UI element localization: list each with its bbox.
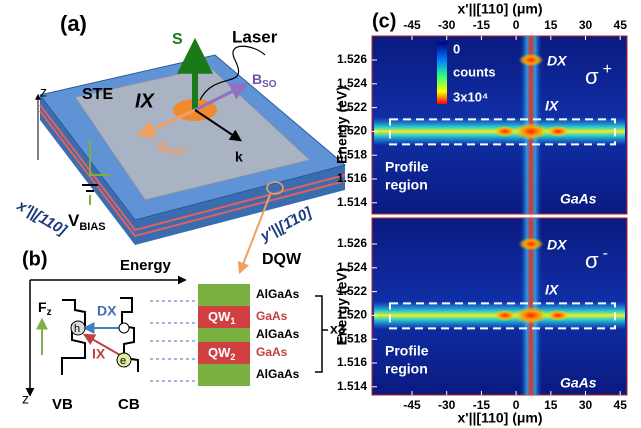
y-tick-label: 1.526 — [337, 52, 367, 66]
barrier — [198, 364, 250, 386]
z-label: z — [22, 391, 29, 407]
y-tick-label: 1.514 — [337, 379, 367, 393]
k-label: k — [235, 149, 243, 165]
ste-label: STE — [82, 86, 113, 103]
gaas-label: GaAs — [560, 191, 597, 207]
valence-band — [62, 300, 85, 375]
region-label: region — [385, 361, 428, 377]
x-tick-label: 30 — [579, 398, 593, 412]
panel-b: (b) Energy z Fz DX IX h e VB CB QW1 QW2 … — [22, 248, 346, 413]
dx-label: DX — [547, 237, 568, 253]
x-title: x'||[110] (μm) — [457, 1, 542, 17]
layer-label: AlGaAs — [256, 287, 300, 301]
gaas-label: GaAs — [560, 375, 597, 391]
electron-dx — [119, 323, 129, 333]
x-tick-label: -30 — [438, 398, 456, 412]
bso-label: BSO — [252, 71, 277, 90]
x-tick-label: 0 — [513, 18, 520, 32]
panel-label: (b) — [22, 248, 48, 270]
colorbar-unit: counts — [453, 64, 496, 79]
panel-label: (c) — [372, 10, 396, 32]
energy-label: Energy — [120, 257, 172, 274]
x-tick-label: 45 — [614, 398, 628, 412]
hole-label: h — [74, 323, 80, 335]
region-label: Profile — [385, 159, 429, 175]
y-tick-label: 1.514 — [337, 195, 367, 209]
ix-label: IX — [92, 346, 106, 362]
y-tick-label: 1.516 — [337, 171, 367, 185]
ix-label: IX — [545, 98, 560, 114]
barrier — [198, 328, 250, 342]
emission-spot — [518, 238, 543, 251]
x-tick-label: 0 — [513, 398, 520, 412]
y-title: Energy (eV) — [334, 268, 350, 346]
y-tick-label: 1.516 — [337, 355, 367, 369]
layer-label: AlGaAs — [256, 367, 300, 381]
layer-label: AlGaAs — [256, 327, 300, 341]
dqw-label: DQW — [262, 251, 302, 268]
x-axis-label: x'||[110] — [13, 197, 70, 240]
layer-label: GaAs — [256, 309, 288, 323]
polarization-symbol: σ — [585, 64, 599, 89]
laser-label: Laser — [232, 27, 278, 46]
fz-label: Fz — [38, 299, 52, 318]
colorbar — [437, 42, 447, 104]
emission-spot — [494, 126, 516, 137]
spin-label: S — [172, 31, 183, 48]
emission-spot — [547, 126, 569, 137]
x-tick-label: 45 — [614, 18, 628, 32]
ix-label: IX — [135, 90, 156, 112]
x-tick-label: -45 — [403, 398, 421, 412]
x-tick-label: -15 — [473, 18, 491, 32]
panel-c: (c) x'||[110] (μm) x'||[110] (μm) 1.526 1… — [334, 1, 627, 426]
emission-spot — [514, 123, 548, 140]
emission-spot — [494, 310, 516, 321]
ix-label: IX — [545, 282, 560, 298]
polarization-sign: + — [603, 61, 612, 78]
layer-label: GaAs — [256, 345, 288, 359]
colorbar-min: 0 — [453, 41, 460, 56]
emission-spot — [547, 310, 569, 321]
cb-label: CB — [118, 396, 140, 413]
y-title: Energy (eV) — [334, 86, 350, 164]
dx-label: DX — [547, 53, 568, 69]
repeat-brace — [315, 296, 328, 372]
dx-label: DX — [97, 303, 117, 319]
region-label: Profile — [385, 343, 429, 359]
x-title: x'||[110] (μm) — [457, 410, 542, 426]
x-tick-label: -30 — [438, 18, 456, 32]
x-tick-label: 30 — [579, 18, 593, 32]
vbias-label: VBIAS — [68, 211, 106, 232]
panel-label: (a) — [60, 11, 87, 36]
figure: (a) S Laser BSO STE IX BEXT k z x'||[110… — [0, 0, 641, 428]
x-tick-label: -15 — [473, 398, 491, 412]
vb-label: VB — [52, 396, 73, 413]
electron-label: e — [120, 355, 126, 367]
emission-spot — [518, 54, 543, 67]
x-tick-label: 15 — [544, 398, 558, 412]
z-label: z — [40, 84, 47, 100]
polarization-symbol: σ — [585, 248, 599, 273]
colorbar-max: 3x10⁴ — [453, 89, 488, 104]
x-tick-label: -45 — [403, 18, 421, 32]
emission-spot — [514, 307, 548, 324]
barrier — [198, 284, 250, 306]
polarization-sign: - — [603, 245, 608, 262]
y-tick-label: 1.526 — [337, 236, 367, 250]
region-label: region — [385, 177, 428, 193]
panel-a: (a) S Laser BSO STE IX BEXT k z x'||[110… — [13, 11, 345, 272]
x-tick-label: 15 — [544, 18, 558, 32]
